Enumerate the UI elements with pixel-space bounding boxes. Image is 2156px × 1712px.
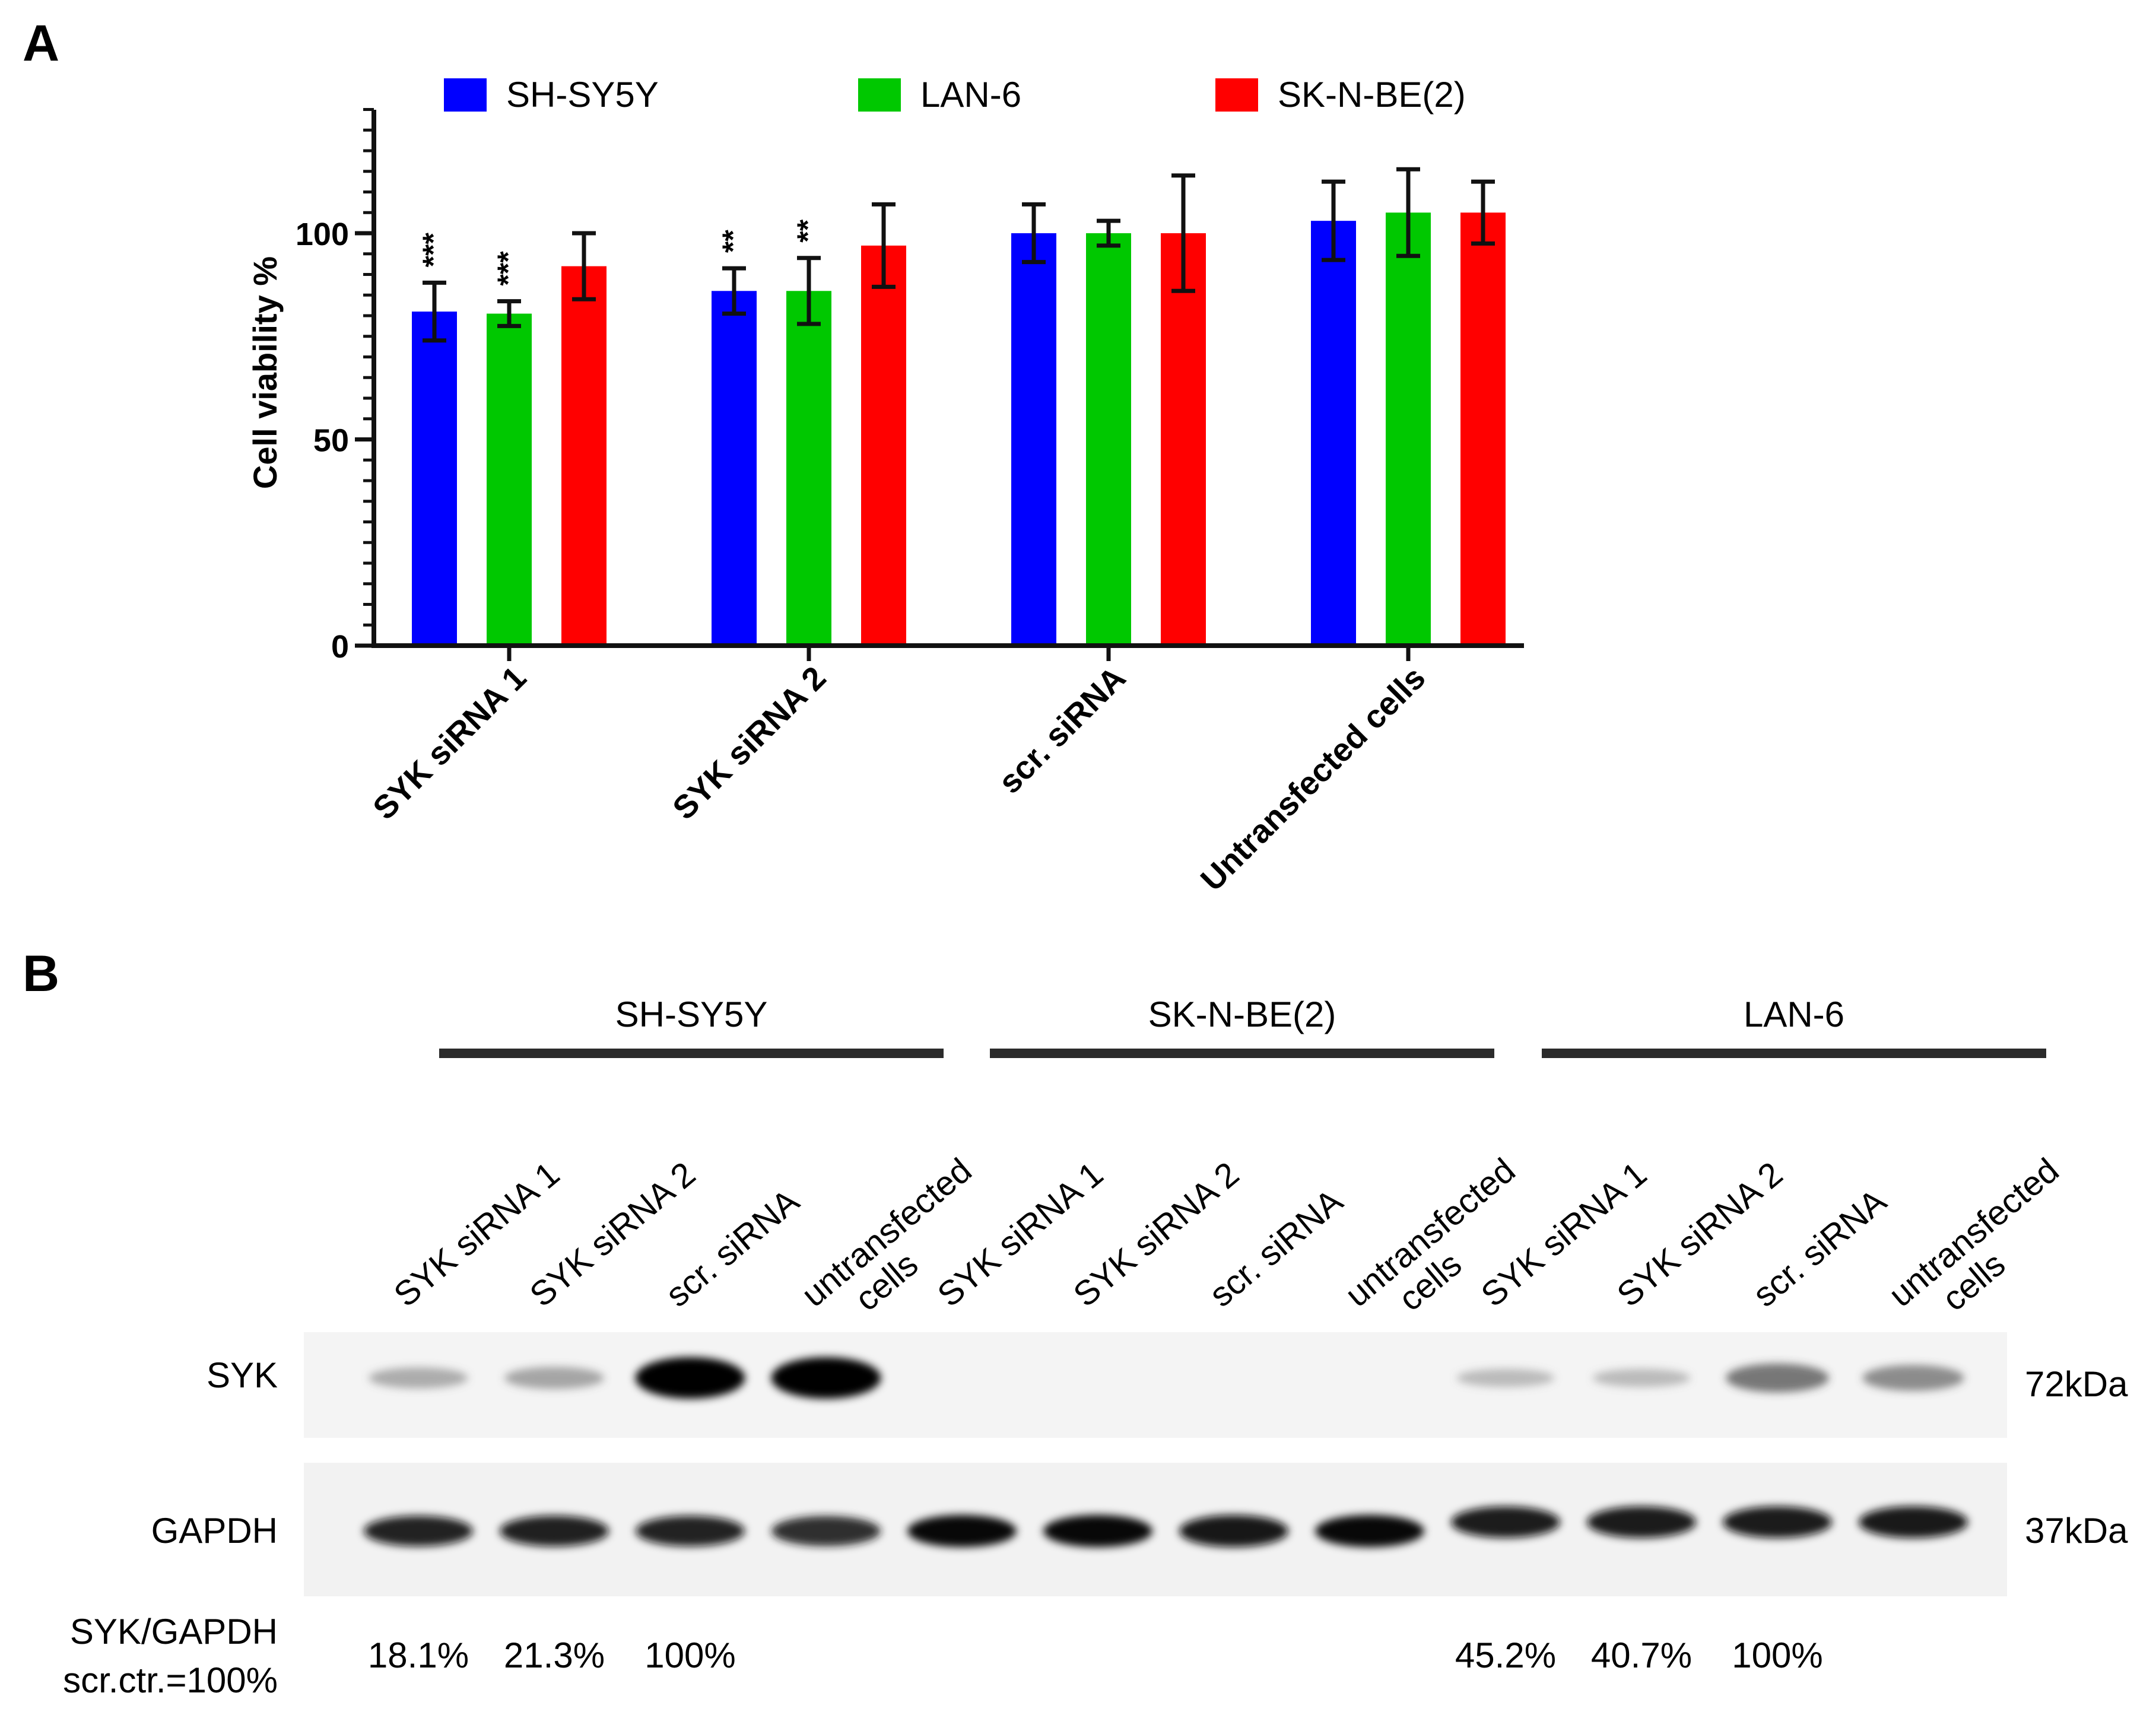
- bar-chart: SH-SY5Y LAN-6 SK-N-BE(2) ******** ** 050100…: [246, 75, 1524, 898]
- gapdh-band: [1315, 1514, 1424, 1548]
- syk-band: [369, 1367, 468, 1389]
- bar-1-2: [487, 313, 532, 646]
- x-tick-label: Untransfected cells: [1193, 659, 1433, 898]
- legend-swatch: [444, 78, 487, 112]
- syk-band: [771, 1357, 881, 1399]
- x-tick-label: SYK siRNA 2: [665, 659, 833, 827]
- ratio-value: 100%: [644, 1635, 735, 1675]
- blot-ratios: 18.1% 21.3% 100% 45.2% 40.7% 100%: [368, 1635, 1823, 1675]
- bar-2-1: [712, 291, 757, 646]
- legend-swatch: [858, 78, 901, 112]
- gapdh-band: [1859, 1506, 1968, 1538]
- syk-band: [1592, 1368, 1691, 1387]
- syk-row-label: SYK: [207, 1355, 278, 1395]
- blot-group-bar: [990, 1049, 1494, 1058]
- ratio-value: 45.2%: [1455, 1635, 1556, 1675]
- ratio-value: 40.7%: [1591, 1635, 1692, 1675]
- x-tick-label: SYK siRNA 1: [366, 659, 533, 827]
- significance-mark: **: [791, 219, 824, 242]
- bar-4-1: [1311, 221, 1356, 646]
- blot-group-bar: [1542, 1049, 2046, 1058]
- blot-group-label: SH-SY5Y: [615, 995, 768, 1034]
- blot-group-headers: SH-SY5Y SK-N-BE(2) LAN-6: [439, 995, 2046, 1058]
- bar-3-3: [1161, 233, 1206, 646]
- syk-band: [504, 1367, 604, 1389]
- y-ticks: 0 50 100: [296, 108, 374, 665]
- gapdh-band: [1043, 1514, 1152, 1548]
- legend-label: SK-N-BE(2): [1278, 75, 1466, 115]
- bar-3-2: [1086, 233, 1131, 646]
- ratio-value: 100%: [1732, 1635, 1822, 1675]
- blot-group-bar: [439, 1049, 944, 1058]
- gapdh-band: [636, 1516, 745, 1546]
- significance-mark: ***: [417, 232, 450, 267]
- gapdh-band: [1179, 1515, 1288, 1547]
- syk-band: [1862, 1365, 1964, 1391]
- ratio-label-line2: scr.ctr.=100%: [63, 1660, 278, 1700]
- gapdh-row-label: GAPDH: [151, 1511, 278, 1551]
- ratio-label-line1: SYK/GAPDH: [70, 1612, 278, 1651]
- bars: ******** **: [412, 167, 1506, 646]
- ratio-value: 18.1%: [368, 1635, 469, 1675]
- bar-3-1: [1011, 233, 1056, 646]
- bar-2-2: [786, 291, 831, 646]
- panel-b-label: B: [23, 945, 59, 1002]
- gapdh-mw-label: 37kDa: [2025, 1511, 2128, 1551]
- gapdh-band: [500, 1516, 609, 1546]
- gapdh-band: [1723, 1506, 1832, 1538]
- x-ticks: SYK siRNA 1 SYK siRNA 2 scr. siRNA Untransf…: [366, 646, 1432, 898]
- x-tick-label: scr. siRNA: [991, 659, 1132, 801]
- blot-group-label: LAN-6: [1744, 995, 1844, 1034]
- bar-1-3: [561, 266, 607, 646]
- significance-mark: ***: [491, 251, 525, 286]
- legend: SH-SY5Y LAN-6 SK-N-BE(2): [444, 75, 1466, 115]
- gapdh-band: [1587, 1506, 1696, 1538]
- blot-bands: [364, 1357, 1968, 1548]
- bar-1-1: [412, 312, 457, 646]
- ratio-value: 21.3%: [504, 1635, 605, 1675]
- y-tick-label: 50: [313, 423, 349, 459]
- legend-label: LAN-6: [920, 75, 1021, 115]
- syk-band: [1726, 1363, 1829, 1393]
- bar-2-3: [861, 245, 906, 646]
- significance-mark: **: [716, 230, 750, 253]
- blot-group-label: SK-N-BE(2): [1148, 995, 1336, 1034]
- y-axis-title: Cell viability %: [246, 256, 284, 489]
- panel-a-label: A: [23, 15, 59, 72]
- syk-band: [1456, 1368, 1555, 1387]
- y-tick-label: 0: [331, 629, 349, 665]
- gapdh-band: [771, 1516, 881, 1546]
- gapdh-band: [907, 1514, 1017, 1548]
- gapdh-band: [364, 1516, 473, 1546]
- bar-4-3: [1460, 212, 1506, 646]
- legend-label: SH-SY5Y: [506, 75, 659, 115]
- gapdh-band: [1451, 1506, 1560, 1538]
- syk-band: [635, 1357, 745, 1399]
- legend-swatch: [1215, 78, 1258, 112]
- syk-mw-label: 72kDa: [2025, 1364, 2128, 1404]
- bar-4-2: [1386, 212, 1431, 646]
- y-tick-label: 100: [296, 217, 349, 252]
